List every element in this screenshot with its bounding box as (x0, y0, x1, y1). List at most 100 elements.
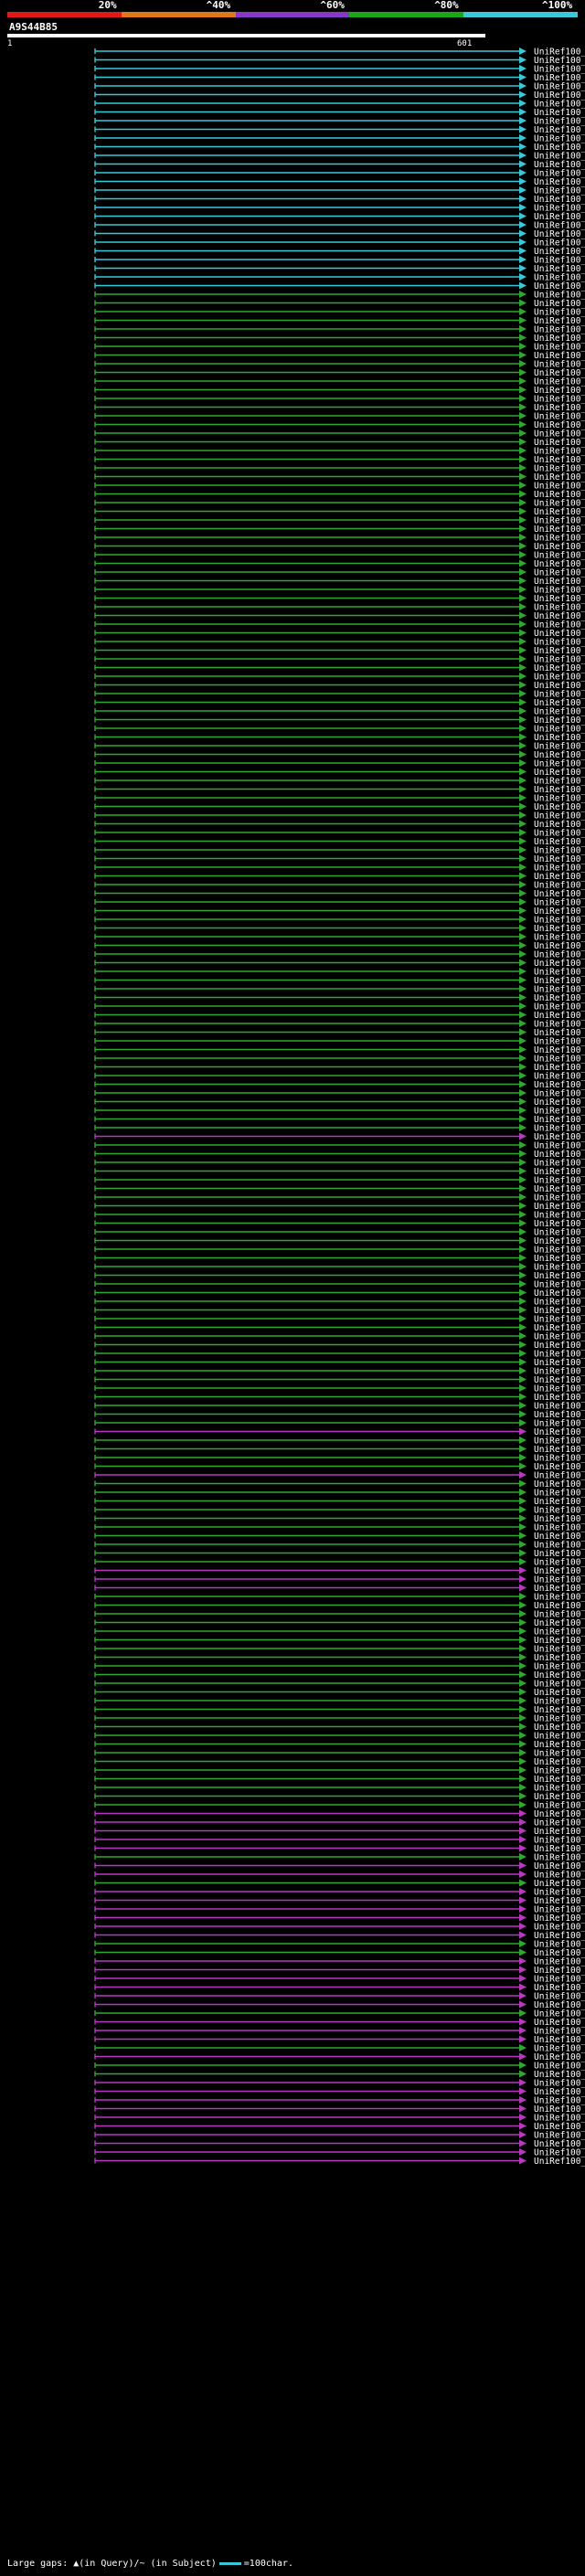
hit-arrow (519, 73, 526, 81)
hit-row: UniRef100_UP1000... (94, 2027, 585, 2037)
hit-row: UniRef100_B6HBV3 (94, 777, 585, 787)
hit-label: UniRef100_C4R6Z9 (534, 1323, 585, 1333)
hit-arrow (519, 1037, 526, 1044)
legend-label-5: ^100% (542, 0, 573, 11)
hit-arrow (519, 108, 526, 116)
hit-label: UniRef100_A1DE12 (534, 1775, 585, 1785)
hit-row: UniRef100_A1CRK9 (94, 1228, 585, 1238)
hit-arrow (519, 1202, 526, 1210)
hit-arrow (519, 603, 526, 610)
hit-row: UniRef100_Q0U9F1 (94, 1037, 585, 1047)
hit-row: UniRef100_Q07682 (94, 898, 585, 908)
hit-label: UniRef100_Q0UEY4 (534, 629, 585, 639)
hit-label: UniRef100_A6L3O8 (534, 351, 585, 361)
hit-arrow (519, 1809, 526, 1818)
hit-label: UniRef100_B7FJK4 (534, 256, 585, 266)
hit-arrow (519, 1323, 526, 1331)
hit-arrow (519, 351, 526, 359)
hit-row: UniRef100_C5NVX3 (94, 490, 585, 500)
hit-arrow (519, 829, 526, 836)
hit-arrow (519, 256, 526, 263)
hit-arrow (519, 420, 526, 429)
hit-label: UniRef100_UP1000... (534, 1541, 585, 1551)
hit-label: UniRef100_B6HNM3 (534, 1670, 585, 1680)
hit-arrow (519, 160, 526, 168)
hit-arrow (519, 551, 526, 558)
hit-arrow (519, 1541, 526, 1548)
hit-row: UniRef100_Q9XSE5 (94, 2000, 585, 2010)
hit-row: UniRef100_B8NNN6 (94, 1055, 585, 1065)
footer-text: Large gaps: ▲(in Query)/~ (in Subject) (7, 2559, 217, 2569)
hit-arrow (519, 733, 526, 741)
scale-bar (218, 2561, 241, 2565)
hit-arrow (519, 212, 526, 220)
hit-label: UniRef100_UP1000... (534, 1888, 585, 1898)
hit-arrow (519, 360, 526, 367)
hit-label: UniRef100_UP1000... (534, 1827, 585, 1837)
hit-row: UniRef100_B2WYY9 (94, 1601, 585, 1611)
hit-arrow (519, 1358, 526, 1366)
hit-label: UniRef100_A9PQ29 (534, 620, 585, 631)
hit-arrow (519, 1593, 526, 1600)
hit-label: UniRef100_Q8W2K4 (534, 82, 585, 92)
hit-label: UniRef100_UP1000... (534, 2148, 585, 2158)
hit-row: UniRef100_A9P8M7 (94, 177, 585, 187)
hit-row: UniRef100_B8NHB4 (94, 1332, 585, 1342)
hit-row: UniRef100_Q5PYR7 (94, 239, 585, 249)
hit-arrow (519, 924, 526, 932)
hit-label: UniRef100_A1D4H0 (534, 1410, 585, 1420)
hit-arrow (519, 768, 526, 776)
hit-arrow (519, 777, 526, 784)
hit-row: UniRef100_Q1M449 (94, 308, 585, 318)
hit-row: UniRef100_A6NRC8 (94, 229, 585, 239)
hit-row: UniRef100_Q1DXN1 (94, 1384, 585, 1394)
hit-label: UniRef100_C7YI64 (534, 1124, 585, 1134)
hit-row: UniRef100_C3ZBC0 (94, 1931, 585, 1941)
hit-row: UniRef100_Q9M2S8 (94, 195, 585, 205)
hit-label: UniRef100_UP1000... (534, 698, 585, 708)
hit-arrow (519, 1723, 526, 1731)
hit-label: UniRef100_A0JCQ3 (534, 1419, 585, 1429)
hit-label: UniRef100_Q4P5N7 (534, 1497, 585, 1507)
hit-label: UniRef100_B5X1Q9 (534, 1913, 585, 1924)
hit-row: UniRef100_Q9UR35 (94, 334, 585, 344)
query-id: A9S44B85 (9, 21, 58, 33)
hit-arrow (519, 629, 526, 637)
hit-arrow (519, 395, 526, 402)
hit-row: UniRef100_Q5E881 (94, 1298, 585, 1308)
hit-label: UniRef100_P00387-2 (534, 1680, 585, 1690)
hit-row: UniRef100_C0SBW9 (94, 1575, 585, 1585)
hit-label: UniRef100_B7Z7L3 (534, 1705, 585, 1715)
hit-label: UniRef100_Q5VR12 (534, 768, 585, 778)
hit-row: UniRef100_Q6C1Q4 (94, 464, 585, 474)
hit-label: UniRef100_C4JX10 (534, 472, 585, 482)
hit-arrow (519, 1896, 526, 1904)
hit-arrow (519, 993, 526, 1002)
hit-arrow (519, 1844, 526, 1852)
hit-label: UniRef100_Q6C8F3 (534, 1176, 585, 1186)
hit-arrow (519, 1871, 526, 1878)
hit-arrow (519, 464, 526, 472)
hit-arrow (519, 48, 526, 55)
hit-row: UniRef100_B2VBX6 (94, 438, 585, 448)
hit-row: UniRef100_B9SNK1 (94, 152, 585, 162)
hit-row: UniRef100_Q6CSY2 (94, 1757, 585, 1767)
hit-label: UniRef100_C5NVX3 (534, 490, 585, 500)
hit-row: UniRef100_C4Y5H9 (94, 1367, 585, 1377)
hit-label: UniRef100_UP1000... (534, 559, 585, 569)
hit-label: UniRef100_B9MCP8 (534, 950, 585, 960)
hit-row: UniRef100_C5XNE9 (94, 160, 585, 170)
hit-arrow (519, 1775, 526, 1783)
hit-row: UniRef100_Q9ZNT1 (94, 48, 585, 58)
hit-row: UniRef100_Q40BR9 (94, 1983, 585, 1993)
hit-row: UniRef100_UP1000... (94, 1549, 585, 1559)
legend-label-3: ^60% (320, 0, 345, 11)
hit-row: UniRef100_UP1000... (94, 1957, 585, 1967)
hit-label: UniRef100_P36060 (534, 2070, 585, 2080)
hit-label: UniRef100_Q5KBB0 (534, 525, 585, 535)
hit-row: UniRef100_B8NK75 (94, 1662, 585, 1672)
hit-arrow (519, 1853, 526, 1860)
hit-arrow (519, 2070, 526, 2078)
hit-label: UniRef100_Q2UM76 (534, 993, 585, 1003)
hit-arrow (519, 1063, 526, 1071)
